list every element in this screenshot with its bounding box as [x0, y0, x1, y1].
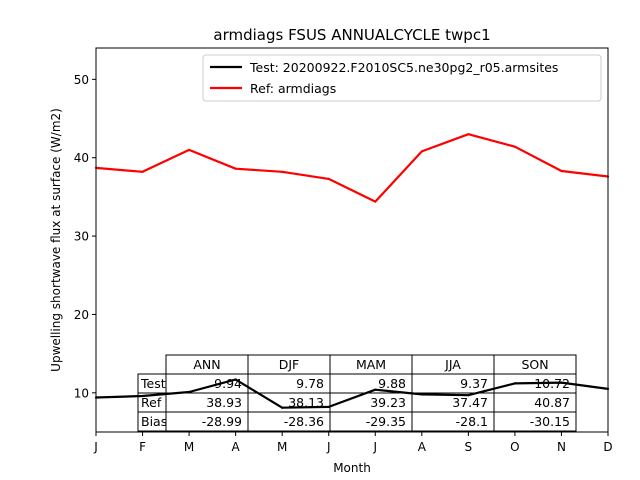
data-point [560, 381, 563, 384]
data-point [234, 378, 237, 381]
x-tick-label: J [93, 440, 98, 454]
data-point [187, 148, 191, 151]
data-point [234, 167, 237, 170]
data-point [327, 177, 330, 180]
data-point [467, 394, 470, 397]
table-column-header: JJA [444, 357, 461, 372]
x-tick-label: M [184, 440, 194, 454]
x-tick-label: F [139, 440, 146, 454]
table-cell-value: -28.99 [202, 414, 242, 429]
data-point [281, 170, 284, 173]
series-lines [94, 133, 610, 409]
legend-label: Test: 20200922.F2010SC5.ne30pg2_r05.arms… [249, 60, 558, 75]
data-point [141, 170, 144, 173]
table-cell-value: -28.1 [456, 414, 488, 429]
plot-frame [95, 47, 609, 433]
table-row-label: Test [140, 376, 166, 391]
table-cell-value: 9.88 [378, 376, 406, 391]
data-point [420, 393, 423, 396]
data-point [374, 200, 377, 203]
table-column-header: MAM [356, 357, 386, 372]
y-axis-label: Upwelling shortwave flux at surface (W/m… [49, 108, 63, 372]
table-cell-value: -30.15 [530, 414, 570, 429]
data-point [141, 394, 144, 398]
y-tick-label: 50 [74, 73, 89, 87]
table-column-header: SON [521, 357, 548, 372]
table-column-header: ANN [193, 357, 220, 372]
data-point [187, 390, 191, 394]
table-cell-value: 38.93 [206, 395, 242, 410]
x-tick-label: J [326, 440, 331, 454]
table-cell-value: -28.36 [284, 414, 324, 429]
y-tick-label: 10 [74, 386, 89, 400]
table-cell-value: 40.87 [534, 395, 570, 410]
data-point [513, 382, 517, 385]
data-point [513, 145, 517, 148]
data-point [327, 405, 330, 409]
y-tick-label: 30 [74, 230, 89, 244]
x-axis-label: Month [333, 461, 371, 475]
x-tick-label: D [603, 440, 612, 454]
x-tick-label: O [510, 440, 519, 454]
table-cell-value: 9.37 [460, 376, 488, 391]
y-tick-label: 20 [74, 308, 89, 322]
chart-title: armdiags FSUS ANNUALCYCLE twpc1 [213, 26, 490, 44]
legend: Test: 20200922.F2010SC5.ne30pg2_r05.arms… [202, 54, 602, 102]
table-cell-value: 37.47 [452, 395, 488, 410]
x-tick-label: S [465, 440, 473, 454]
table-row-label: Ref [141, 395, 162, 410]
x-tick-label: A [232, 440, 241, 454]
table-cell-value: 9.78 [296, 376, 324, 391]
x-tick-label: M [277, 440, 287, 454]
table-column-header: DJF [279, 357, 300, 372]
y-tick-label: 40 [74, 151, 89, 165]
data-point [281, 406, 284, 409]
data-point [374, 388, 377, 391]
table-cell-value: -29.35 [366, 414, 406, 429]
x-tick-label: N [557, 440, 566, 454]
legend-box [202, 54, 602, 102]
table-row-label: Bias [141, 414, 167, 429]
table-cell-value: 39.23 [370, 395, 406, 410]
data-point [560, 169, 563, 173]
table-cell [493, 411, 577, 432]
series-line-ref [95, 133, 609, 203]
data-point [420, 150, 423, 153]
series-line-test [95, 378, 609, 409]
x-tick-label: J [372, 440, 377, 454]
x-tick-label: A [418, 440, 427, 454]
legend-label: Ref: armdiags [250, 81, 336, 96]
data-point [467, 133, 470, 136]
